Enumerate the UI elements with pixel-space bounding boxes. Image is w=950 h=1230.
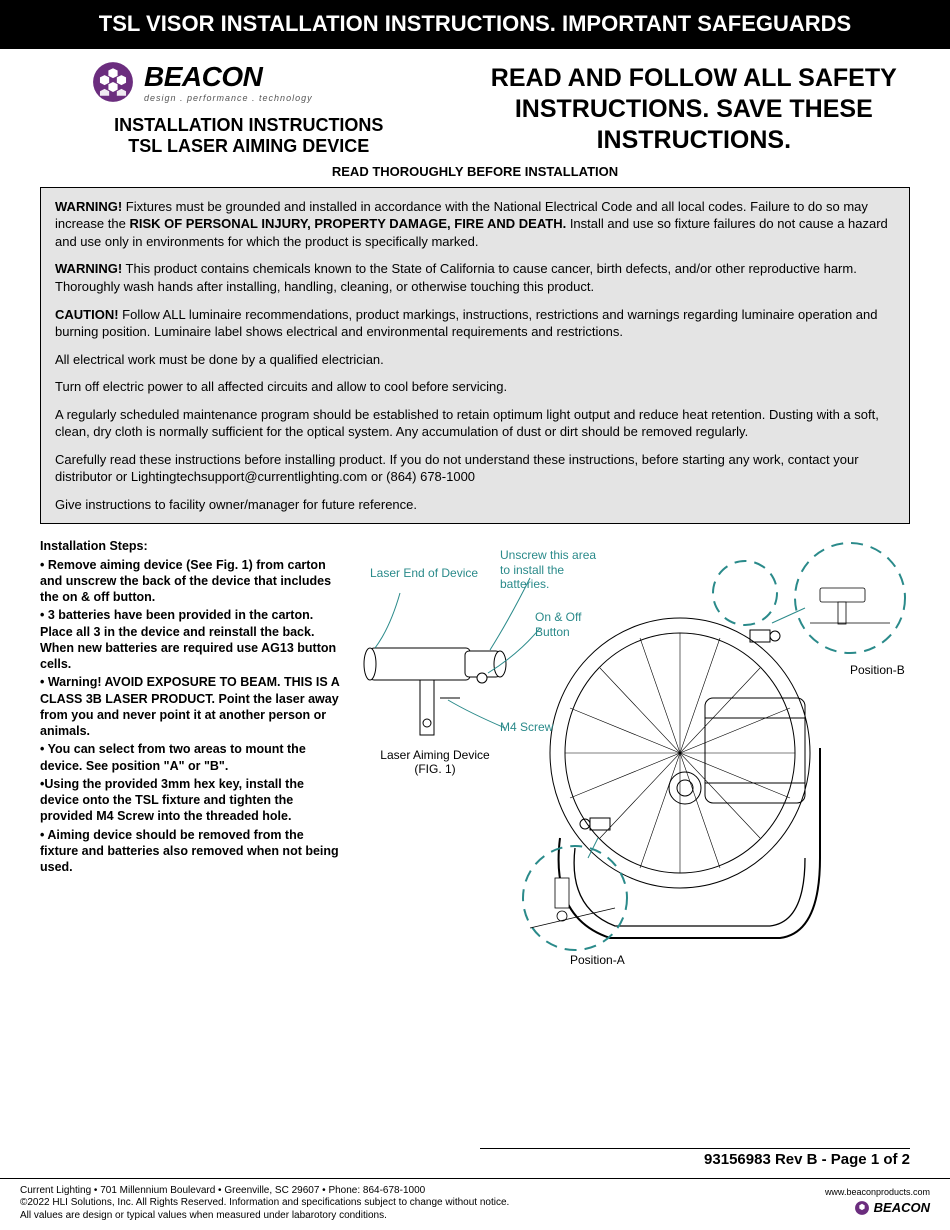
step-2: • 3 batteries have been provided in the … xyxy=(40,607,340,672)
hex-logo-icon xyxy=(90,59,136,105)
step-5: •Using the provided 3mm hex key, install… xyxy=(40,776,340,825)
warning-p2: WARNING! This product contains chemicals… xyxy=(55,260,895,295)
warning-p1: WARNING! Fixtures must be grounded and i… xyxy=(55,198,895,251)
label-m4: M4 Screw xyxy=(500,720,553,734)
read-thoroughly: READ THOROUGHLY BEFORE INSTALLATION xyxy=(0,164,950,179)
label-on-off: On & Off Button xyxy=(535,610,595,639)
warning-p6: A regularly scheduled maintenance progra… xyxy=(55,406,895,441)
label-unscrew: Unscrew this area to install the batteri… xyxy=(500,548,600,591)
brand-logo-block: BEACON design . performance . technology xyxy=(90,59,458,105)
doc-code: 93156983 Rev B - Page 1 of 2 xyxy=(480,1148,910,1168)
footer-line3: All values are design or typical values … xyxy=(20,1210,805,1223)
footer: Current Lighting • 701 Millennium Boulev… xyxy=(0,1178,950,1230)
warning-p5: Turn off electric power to all affected … xyxy=(55,378,895,396)
step-4: • You can select from two areas to mount… xyxy=(40,741,340,774)
label-laser-end: Laser End of Device xyxy=(370,566,478,580)
label-fig1: Laser Aiming Device (FIG. 1) xyxy=(380,748,490,776)
steps-column: Installation Steps: • Remove aiming devi… xyxy=(40,538,340,973)
hex-logo-icon xyxy=(854,1200,870,1216)
warning-p4: All electrical work must be done by a qu… xyxy=(55,351,895,369)
content-area: Installation Steps: • Remove aiming devi… xyxy=(0,524,950,973)
safety-banner: READ AND FOLLOW ALL SAFETY INSTRUCTIONS.… xyxy=(478,59,910,157)
label-pos-b: Position-B xyxy=(850,663,905,677)
header-left: BEACON design . performance . technology… xyxy=(40,59,458,158)
footer-brand-name: BEACON xyxy=(874,1200,930,1216)
subheading: INSTALLATION INSTRUCTIONS TSL LASER AIMI… xyxy=(40,115,458,158)
subheading-line1: INSTALLATION INSTRUCTIONS xyxy=(40,115,458,137)
step-6: • Aiming device should be removed from t… xyxy=(40,827,340,876)
warning-p7: Carefully read these instructions before… xyxy=(55,451,895,486)
footer-logo: BEACON xyxy=(825,1200,930,1216)
warning-p3: CAUTION! Follow ALL luminaire recommenda… xyxy=(55,306,895,341)
step-3: • Warning! AVOID EXPOSURE TO BEAM. THIS … xyxy=(40,674,340,739)
brand-tagline: design . performance . technology xyxy=(144,93,313,103)
title-bar: TSL VISOR INSTALLATION INSTRUCTIONS. IMP… xyxy=(0,0,950,49)
footer-line2: ©2022 HLI Solutions, Inc. All Rights Res… xyxy=(20,1197,805,1210)
step-1: • Remove aiming device (See Fig. 1) from… xyxy=(40,557,340,606)
footer-line1: Current Lighting • 701 Millennium Boulev… xyxy=(20,1185,805,1198)
footer-url: www.beaconproducts.com xyxy=(825,1187,930,1198)
diagram-column: Laser End of Device Unscrew this area to… xyxy=(350,538,910,973)
brand-name: BEACON xyxy=(144,61,313,93)
header-row: BEACON design . performance . technology… xyxy=(0,49,950,158)
footer-left: Current Lighting • 701 Millennium Boulev… xyxy=(20,1185,805,1223)
steps-title: Installation Steps: xyxy=(40,538,340,554)
warning-box: WARNING! Fixtures must be grounded and i… xyxy=(40,187,910,525)
subheading-line2: TSL LASER AIMING DEVICE xyxy=(40,136,458,158)
warning-p8: Give instructions to facility owner/mana… xyxy=(55,496,895,514)
label-pos-a: Position-A xyxy=(570,953,625,967)
footer-right: www.beaconproducts.com BEACON xyxy=(825,1185,930,1217)
